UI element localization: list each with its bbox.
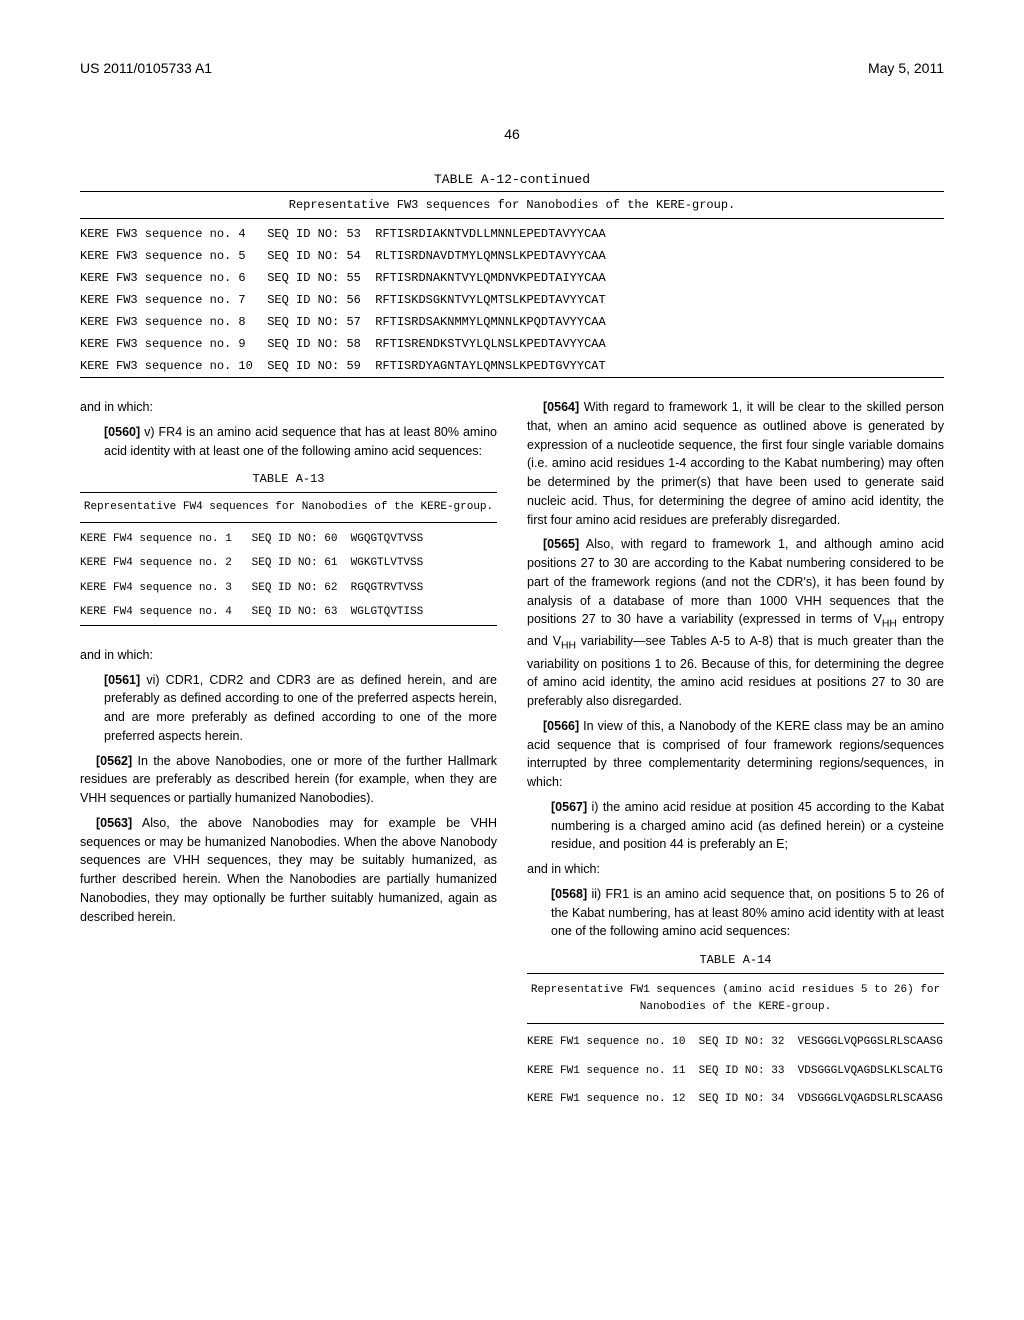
para-0562: [0562] In the above Nanobodies, one or m… [80, 752, 497, 808]
para-num: [0562] [96, 754, 132, 768]
sequence-row: KERE FW3 sequence no. 6 SEQ ID NO: 55 RF… [80, 267, 944, 289]
para-text: In view of this, a Nanobody of the KERE … [527, 719, 944, 789]
sequence-row: KERE FW1 sequence no. 10 SEQ ID NO: 32 V… [527, 1028, 944, 1057]
para-0560: [0560] v) FR4 is an amino acid sequence … [104, 423, 497, 461]
para-num: [0560] [104, 425, 140, 439]
para-num: [0568] [551, 887, 587, 901]
para-0566: [0566] In view of this, a Nanobody of th… [527, 717, 944, 792]
sequence-row: KERE FW3 sequence no. 4 SEQ ID NO: 53 RF… [80, 223, 944, 245]
sequence-row: KERE FW3 sequence no. 5 SEQ ID NO: 54 RL… [80, 245, 944, 267]
subscript: HH [882, 619, 897, 630]
left-column: and in which: [0560] v) FR4 is an amino … [80, 398, 497, 1114]
para-text: vi) CDR1, CDR2 and CDR3 are as defined h… [104, 673, 497, 743]
para-num: [0565] [543, 537, 579, 551]
doc-id: US 2011/0105733 A1 [80, 60, 212, 76]
subscript: HH [561, 641, 576, 652]
para-text: v) FR4 is an amino acid sequence that ha… [104, 425, 497, 458]
para-text-pre: Also, with regard to framework 1, and al… [527, 537, 944, 626]
page-header: US 2011/0105733 A1 May 5, 2011 [80, 60, 944, 76]
sequence-row: KERE FW1 sequence no. 11 SEQ ID NO: 33 V… [527, 1057, 944, 1086]
sequence-row: KERE FW4 sequence no. 4 SEQ ID NO: 63 WG… [80, 600, 497, 625]
table-a12: TABLE A-12-continued Representative FW3 … [80, 172, 944, 378]
sequence-row: KERE FW3 sequence no. 9 SEQ ID NO: 58 RF… [80, 333, 944, 355]
intro-text: and in which: [80, 398, 497, 417]
para-0568: [0568] ii) FR1 is an amino acid sequence… [551, 885, 944, 941]
table-a14: TABLE A-14 Representative FW1 sequences … [527, 951, 944, 1114]
para-0561: [0561] vi) CDR1, CDR2 and CDR3 are as de… [104, 671, 497, 746]
table-a13-caption: TABLE A-13 [80, 470, 497, 492]
para-text: ii) FR1 is an amino acid sequence that, … [551, 887, 944, 939]
table-a12-caption: TABLE A-12-continued [80, 172, 944, 191]
intro-text: and in which: [80, 646, 497, 665]
sequence-row: KERE FW1 sequence no. 12 SEQ ID NO: 34 V… [527, 1085, 944, 1114]
table-a14-caption: TABLE A-14 [527, 951, 944, 973]
para-num: [0564] [543, 400, 579, 414]
para-0564: [0564] With regard to framework 1, it wi… [527, 398, 944, 529]
sequence-row: KERE FW4 sequence no. 3 SEQ ID NO: 62 RG… [80, 576, 497, 601]
para-num: [0561] [104, 673, 140, 687]
para-text: In the above Nanobodies, one or more of … [80, 754, 497, 806]
doc-date: May 5, 2011 [868, 60, 944, 76]
sequence-row: KERE FW4 sequence no. 1 SEQ ID NO: 60 WG… [80, 527, 497, 552]
para-text-post: variability—see Tables A-5 to A-8) that … [527, 634, 944, 708]
table-a14-subtitle: Representative FW1 sequences (amino acid… [527, 973, 944, 1024]
para-num: [0563] [96, 816, 132, 830]
sequence-row: KERE FW4 sequence no. 2 SEQ ID NO: 61 WG… [80, 551, 497, 576]
intro-text: and in which: [527, 860, 944, 879]
sequence-row: KERE FW3 sequence no. 7 SEQ ID NO: 56 RF… [80, 289, 944, 311]
para-0567: [0567] i) the amino acid residue at posi… [551, 798, 944, 854]
para-0565: [0565] Also, with regard to framework 1,… [527, 535, 944, 711]
para-num: [0567] [551, 800, 587, 814]
table-a13-subtitle: Representative FW4 sequences for Nanobod… [80, 492, 497, 523]
table-a13: TABLE A-13 Representative FW4 sequences … [80, 470, 497, 626]
two-column-layout: and in which: [0560] v) FR4 is an amino … [80, 398, 944, 1114]
para-text: i) the amino acid residue at position 45… [551, 800, 944, 852]
para-text: Also, the above Nanobodies may for examp… [80, 816, 497, 924]
para-text: With regard to framework 1, it will be c… [527, 400, 944, 527]
sequence-row: KERE FW3 sequence no. 10 SEQ ID NO: 59 R… [80, 355, 944, 377]
right-column: [0564] With regard to framework 1, it wi… [527, 398, 944, 1114]
para-0563: [0563] Also, the above Nanobodies may fo… [80, 814, 497, 927]
sequence-row: KERE FW3 sequence no. 8 SEQ ID NO: 57 RF… [80, 311, 944, 333]
para-num: [0566] [543, 719, 579, 733]
table-a12-subtitle: Representative FW3 sequences for Nanobod… [80, 191, 944, 219]
page-number: 46 [80, 126, 944, 142]
